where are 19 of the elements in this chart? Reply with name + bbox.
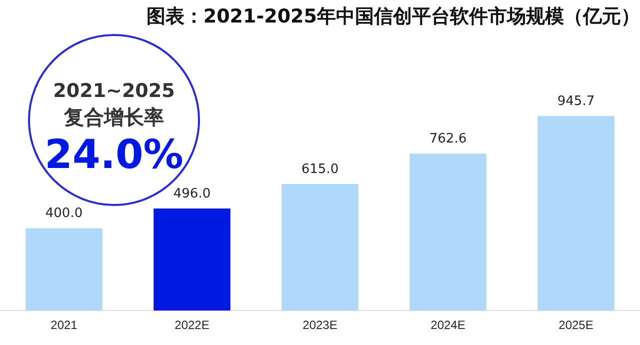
annotation: 复合增长率 (62, 104, 165, 131)
data-label: 400.0 (45, 206, 83, 222)
data-label: 496.0 (173, 186, 211, 202)
annotation: 24.0% (44, 132, 184, 178)
bar (154, 208, 230, 311)
data-label: 945.7 (557, 94, 595, 109)
bar (410, 154, 486, 311)
data-label: 762.6 (429, 132, 467, 147)
bar (282, 184, 358, 311)
x-tick-label: 2021 (50, 318, 78, 332)
chart-title: 图表：2021-2025年中国信创平台软件市场规模（亿元） (146, 5, 640, 28)
x-tick-label: 2024E (430, 318, 466, 332)
x-tick-label: 2022E (174, 318, 210, 332)
bar (538, 116, 614, 311)
x-tick-label: 2023E (302, 318, 338, 332)
bar (26, 228, 102, 311)
data-label: 615.0 (301, 162, 339, 177)
x-tick-label: 2025E (558, 318, 594, 332)
text: 2021~2025 (52, 80, 176, 102)
